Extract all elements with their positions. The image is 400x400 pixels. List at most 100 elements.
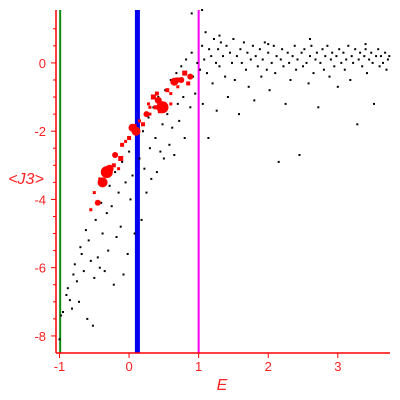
black-point (72, 273, 75, 276)
black-point (180, 65, 183, 68)
red-point (178, 77, 185, 83)
black-point (210, 55, 213, 58)
black-point (162, 157, 165, 160)
x-axis-title: E (217, 377, 228, 394)
data-points (58, 9, 391, 341)
black-point (274, 72, 277, 75)
black-point (91, 324, 94, 327)
black-point (256, 65, 259, 68)
black-point (194, 92, 197, 95)
black-point (101, 232, 104, 235)
black-point (314, 58, 317, 61)
black-point (80, 253, 83, 255)
black-point (225, 44, 228, 47)
black-point (289, 79, 292, 81)
black-point (286, 51, 289, 54)
black-point (58, 338, 61, 341)
black-point (385, 68, 388, 71)
black-point (322, 68, 325, 71)
black-point (207, 137, 210, 139)
black-point (319, 61, 322, 64)
black-point (357, 58, 360, 61)
black-point (87, 239, 90, 242)
red-point (182, 70, 188, 76)
black-point (247, 85, 250, 88)
black-point (275, 55, 278, 58)
black-point (84, 229, 87, 232)
black-point (279, 58, 282, 61)
black-point (147, 116, 150, 119)
black-point (309, 55, 311, 58)
black-point (359, 51, 362, 54)
axes (55, 10, 390, 354)
black-point (215, 61, 217, 64)
black-point (175, 72, 178, 75)
red-point (97, 177, 108, 188)
black-point (335, 55, 338, 58)
black-point (86, 317, 89, 320)
black-point (98, 266, 101, 269)
red-point (132, 124, 137, 128)
black-point (293, 44, 296, 47)
red-point (94, 199, 101, 206)
black-point (199, 68, 201, 71)
red-point (117, 167, 121, 171)
black-point (342, 51, 345, 54)
y-tick-label: -4 (34, 192, 46, 207)
y-tick-label: 0 (39, 56, 46, 71)
black-point (284, 102, 287, 105)
red-point (186, 81, 191, 86)
black-point (295, 68, 298, 71)
black-point (148, 147, 151, 150)
black-point (309, 38, 311, 40)
black-point (354, 48, 357, 51)
black-point (121, 160, 124, 163)
red-point (138, 119, 141, 123)
x-tick-label: 3 (334, 359, 341, 374)
black-point (173, 154, 176, 156)
red-point (143, 111, 150, 118)
black-point (254, 55, 257, 58)
black-point (168, 143, 171, 146)
black-point (253, 99, 256, 102)
black-point (112, 283, 115, 286)
black-point (108, 184, 111, 187)
black-point (114, 171, 117, 174)
black-point (152, 106, 155, 109)
black-point (378, 65, 381, 68)
black-point (68, 299, 71, 302)
black-point (239, 48, 242, 51)
black-point (233, 79, 236, 81)
black-point (336, 85, 339, 88)
black-point (245, 68, 247, 71)
black-point (140, 218, 143, 221)
black-point (382, 61, 384, 64)
black-point (272, 44, 275, 47)
black-point (260, 75, 263, 78)
black-point (183, 137, 186, 139)
vertical-lines (59, 10, 200, 353)
red-point (148, 105, 152, 109)
black-point (166, 113, 169, 116)
y-tick-label: -2 (34, 124, 46, 139)
black-point (142, 130, 144, 133)
red-point (150, 94, 156, 100)
black-point (133, 232, 136, 235)
black-point (211, 82, 214, 85)
black-point (219, 41, 222, 44)
black-point (364, 43, 367, 46)
tick-labels: -1 0 1 2 3 -8 -6 -4 -2 0 (34, 28, 341, 374)
black-point (138, 157, 141, 160)
black-point (321, 48, 324, 51)
black-point (386, 58, 389, 61)
black-point (229, 51, 231, 54)
black-point (371, 61, 374, 64)
black-point (349, 79, 352, 81)
black-point (231, 61, 233, 64)
black-point (380, 55, 382, 58)
red-point (131, 126, 141, 136)
x-tick-label: 2 (265, 359, 272, 374)
red-point (111, 163, 116, 168)
black-point (288, 61, 291, 64)
